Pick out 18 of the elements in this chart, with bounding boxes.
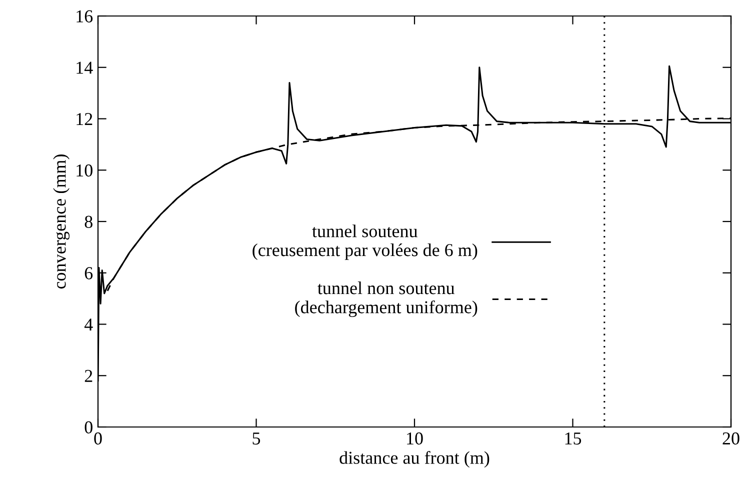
x-tick-label: 5	[252, 432, 260, 445]
x-tick-label: 0	[94, 432, 102, 445]
x-axis-title: distance au front (m)	[340, 451, 490, 468]
x-tick-label: 15	[565, 432, 582, 445]
y-tick-label: 0	[84, 421, 92, 434]
y-tick-label: 8	[84, 216, 92, 228]
y-tick-label: 16	[76, 10, 93, 22]
y-tick-label: 4	[84, 318, 93, 331]
y-tick-label: 12	[76, 113, 92, 126]
y-tick-label: 6	[84, 267, 93, 280]
legend-label: tunnel soutenu (creusement par volées de 6 m)	[252, 224, 478, 260]
y-axis-title: convergence (mm)	[53, 154, 70, 289]
y-tick-label: 14	[76, 62, 93, 74]
legend-label: tunnel non soutenu (dechargement uniforme)	[295, 282, 478, 318]
x-tick-label: 20	[722, 432, 740, 445]
y-tick-label: 10	[76, 164, 92, 177]
x-tick-label: 10	[407, 432, 423, 445]
y-tick-label: 2	[84, 370, 92, 382]
